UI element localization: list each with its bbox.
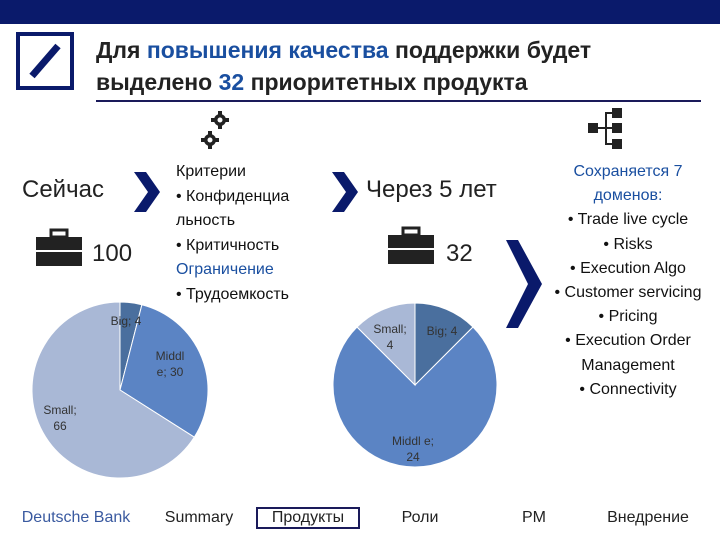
now-label: Сейчас <box>22 176 104 203</box>
future-label: Через 5 лет <box>366 176 497 203</box>
criteria-title: Критерии <box>176 163 246 180</box>
pie-slice-small <box>31 301 195 479</box>
now-count: 100 <box>92 240 133 267</box>
pie-future-label-middle: Middl e; 24 <box>391 434 435 464</box>
footer-nav: Deutsche Bank Summary Продукты Роли PM В… <box>0 507 720 537</box>
hierarchy-icon <box>588 108 622 149</box>
domain-item: • Risks <box>603 235 653 253</box>
pie-future-label-big: Big; 4 <box>426 324 458 338</box>
tab-roles[interactable]: Роли <box>401 509 439 526</box>
pie-now-label-middle: Middl e; 30 <box>155 349 185 379</box>
pie-slice-small <box>356 302 416 387</box>
page-title: Для повышения качества поддержки будет в… <box>96 37 592 95</box>
criteria-item: Ограничение <box>176 261 274 278</box>
pie-now-label-big: Big; 4 <box>110 314 142 328</box>
criteria-item: • Конфиденциа льность <box>176 187 290 230</box>
pie-slice-big <box>414 302 474 387</box>
future-count: 32 <box>446 240 473 267</box>
domain-item: • Pricing <box>598 308 658 326</box>
chevron-right-icon <box>332 172 358 212</box>
domain-item: • Customer servicing <box>554 284 702 302</box>
pie-slice-middle <box>332 326 498 468</box>
domain-item: • Trade live cycle <box>567 211 689 229</box>
domains-block: Сохраняется 7 доменов: • Trade live cycl… <box>548 160 708 402</box>
tab-summary[interactable]: Summary <box>164 509 234 526</box>
chevron-right-icon <box>134 172 160 212</box>
gears-icon <box>201 111 229 149</box>
criteria-item: • Критичность <box>176 236 280 254</box>
pie-future-label-small: Small; 4 <box>373 322 407 352</box>
tab-implementation[interactable]: Внедрение <box>607 509 689 526</box>
domain-item: • Execution Order Management <box>565 332 691 374</box>
brand-wordmark: Deutsche Bank <box>21 509 131 526</box>
deutsche-bank-logo <box>16 32 74 90</box>
pie-chart-future <box>332 302 498 468</box>
pie-chart-now <box>31 301 209 479</box>
tab-products[interactable]: Продукты <box>256 507 360 529</box>
top-bar <box>0 0 720 24</box>
criteria-block: Критерии • Конфиденциа льность • Критичн… <box>176 160 324 307</box>
title-rule <box>96 100 701 102</box>
tab-pm[interactable]: PM <box>522 509 546 526</box>
criteria-item: • Трудоемкость <box>176 285 289 303</box>
domain-item: • Execution Algo <box>570 259 686 277</box>
big-chevron-right-icon <box>506 240 542 328</box>
briefcase-icon <box>388 226 434 264</box>
pie-slice-middle <box>119 304 209 438</box>
pie-now-label-small: Small; 66 <box>43 403 77 433</box>
briefcase-icon <box>36 228 82 266</box>
domain-item: • Connectivity <box>579 380 677 398</box>
domains-title: Сохраняется 7 доменов: <box>573 163 683 205</box>
